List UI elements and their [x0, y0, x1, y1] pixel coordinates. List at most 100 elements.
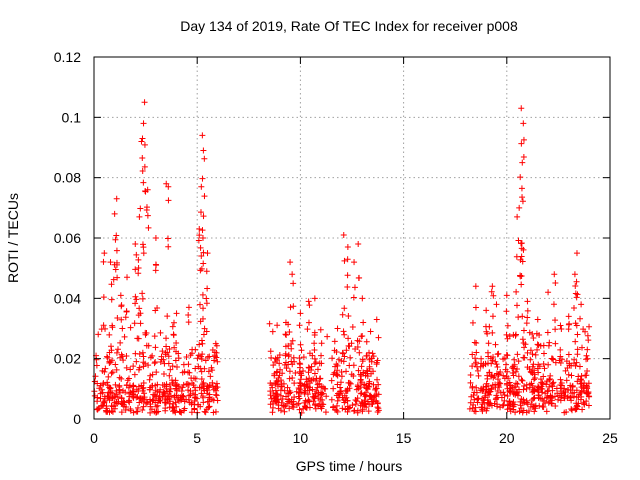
data-point — [531, 376, 538, 383]
data-point — [107, 359, 114, 366]
data-point — [203, 268, 210, 275]
data-point — [99, 367, 106, 374]
data-point — [113, 247, 120, 254]
x-tick-label: 0 — [90, 430, 98, 446]
data-point — [196, 232, 203, 239]
data-point — [287, 259, 294, 266]
x-tick-labels: 0 5 10 15 20 25 — [90, 430, 618, 446]
data-point — [201, 408, 208, 415]
data-point — [197, 301, 204, 308]
data-point — [375, 381, 382, 388]
data-point — [331, 347, 338, 354]
data-point — [485, 340, 492, 347]
data-point — [286, 397, 293, 404]
x-tick-label: 15 — [396, 430, 412, 446]
data-point — [513, 288, 520, 295]
data-point — [578, 373, 585, 380]
data-point — [466, 405, 473, 412]
data-point — [367, 328, 374, 335]
data-point — [162, 407, 169, 414]
data-point — [293, 401, 300, 408]
data-point — [112, 236, 119, 243]
data-point — [113, 366, 120, 373]
data-point — [127, 366, 134, 373]
data-point — [498, 394, 505, 401]
data-point — [311, 393, 318, 400]
data-point — [549, 394, 556, 401]
data-point — [161, 360, 168, 367]
data-point — [358, 390, 365, 397]
data-point — [312, 405, 319, 412]
data-point — [510, 390, 517, 397]
data-point — [109, 369, 116, 376]
data-point — [580, 326, 587, 333]
data-point — [583, 382, 590, 389]
data-point — [503, 351, 510, 358]
data-point — [518, 281, 525, 288]
data-point — [344, 256, 351, 263]
data-point — [198, 337, 205, 344]
data-point — [503, 308, 510, 315]
data-point — [359, 356, 366, 363]
data-point — [494, 351, 501, 358]
data-point — [192, 365, 199, 372]
data-point — [113, 232, 120, 239]
data-point — [549, 387, 556, 394]
data-point — [351, 408, 358, 415]
data-point — [199, 132, 206, 139]
data-point — [360, 319, 367, 326]
data-point — [105, 393, 112, 400]
data-point — [507, 408, 514, 415]
data-point — [488, 371, 495, 378]
data-point — [565, 313, 572, 320]
data-point — [194, 355, 201, 362]
data-point — [301, 389, 308, 396]
data-point — [147, 354, 154, 361]
data-point — [304, 378, 311, 385]
data-point — [524, 349, 531, 356]
data-point — [345, 313, 352, 320]
data-point — [574, 331, 581, 338]
data-point — [199, 291, 206, 298]
data-point — [547, 372, 554, 379]
data-point — [154, 304, 161, 311]
data-point — [290, 303, 297, 310]
data-point — [552, 340, 559, 347]
data-point — [344, 272, 351, 279]
data-point — [274, 322, 281, 329]
data-point — [492, 358, 499, 365]
data-point — [267, 388, 274, 395]
data-point — [551, 271, 558, 278]
data-point — [374, 357, 381, 364]
data-point — [289, 403, 296, 410]
data-point — [557, 376, 564, 383]
data-point — [535, 361, 542, 368]
data-point — [296, 360, 303, 367]
data-point — [535, 394, 542, 401]
data-point — [542, 400, 549, 407]
data-point — [167, 388, 174, 395]
data-point — [349, 324, 356, 331]
data-point — [205, 404, 212, 411]
data-point — [140, 359, 147, 366]
data-point — [523, 409, 530, 416]
data-point — [509, 369, 516, 376]
data-point — [344, 283, 351, 290]
data-point — [545, 342, 552, 349]
data-point — [524, 307, 531, 314]
data-point — [288, 341, 295, 348]
data-point — [133, 296, 140, 303]
data-point — [152, 393, 159, 400]
data-point — [519, 336, 526, 343]
data-point — [91, 392, 98, 399]
data-point — [169, 323, 176, 330]
data-point — [200, 260, 207, 267]
data-point — [535, 342, 542, 349]
data-point — [342, 406, 349, 413]
data-point — [343, 368, 350, 375]
data-point — [478, 404, 485, 411]
data-point — [517, 398, 524, 405]
data-point — [361, 403, 368, 410]
data-point — [141, 163, 148, 170]
data-point — [467, 372, 474, 379]
